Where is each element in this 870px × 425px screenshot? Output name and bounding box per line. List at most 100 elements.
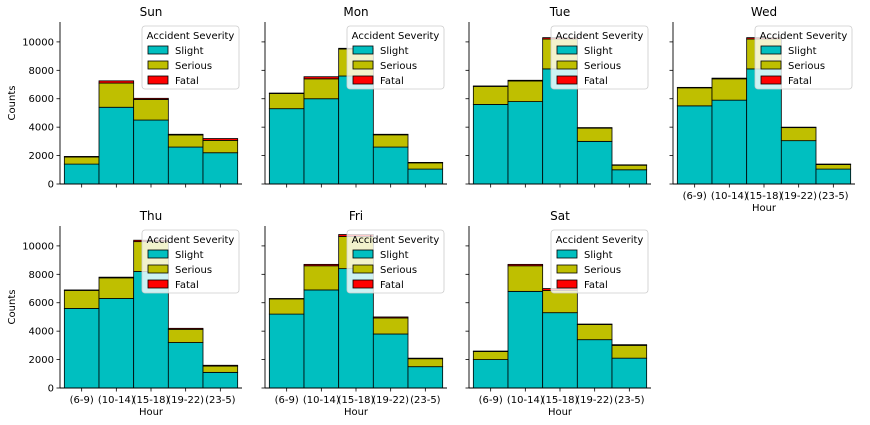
panel-mon: Mon Accident Severity Slight Serious Fatal — [261, 5, 447, 188]
bar-serious-fri-0 — [268, 298, 305, 315]
bar-serious-fri-3 — [372, 317, 409, 335]
bar-slight-mon-4 — [407, 168, 444, 185]
bar-serious-fri-1 — [303, 265, 340, 291]
panel-fri: Fri (6-9) (10-14)(15-18)(19-22) (23-5) Hour A… — [261, 209, 447, 418]
legend-label-slight: Slight — [380, 250, 409, 261]
legend-label-serious: Serious — [788, 61, 825, 72]
legend-swatch-fatal — [147, 75, 169, 85]
legend-label-serious: Serious — [584, 61, 621, 72]
bar-slight-tue-1 — [507, 101, 544, 185]
x-axis-label: Hour — [752, 203, 777, 214]
bar-fatal-sat-4 — [611, 344, 648, 346]
legend-swatch-serious — [760, 60, 782, 70]
bar-slight-mon-3 — [372, 146, 409, 185]
bar-fatal-tue-3 — [576, 127, 613, 129]
bar-fatal-tue-4 — [611, 164, 648, 166]
legend-label-serious: Serious — [380, 61, 417, 72]
bar-serious-mon-4 — [407, 162, 444, 170]
y-tick-label: 10000 — [22, 37, 54, 48]
legend-swatch-fatal — [760, 75, 782, 85]
bar-fatal-wed-3 — [780, 126, 817, 129]
x-tick-label: (6-9) — [479, 395, 503, 406]
x-tick-label: (15-18) — [746, 191, 783, 202]
legend-swatch-serious — [147, 60, 169, 70]
x-tick-label: (10-14) — [98, 395, 135, 406]
legend-swatch-slight — [760, 45, 782, 55]
bar-slight-sat-3 — [576, 339, 613, 389]
x-tick-label: (10-14) — [303, 395, 340, 406]
x-tick-label: (19-22) — [576, 395, 613, 406]
x-tick-label: (10-14) — [507, 395, 544, 406]
bar-slight-mon-2 — [338, 75, 374, 185]
y-axis-label: Counts — [7, 86, 18, 121]
bar-fatal-wed-1 — [711, 77, 748, 80]
bar-serious-fri-4 — [407, 358, 444, 368]
x-tick-label: (6-9) — [275, 395, 299, 406]
bar-fatal-sun-2 — [133, 97, 169, 100]
legend: Accident Severity Slight Serious Fatal — [346, 25, 445, 90]
bar-serious-thu-1 — [98, 277, 135, 299]
x-tick-label: (19-22) — [167, 395, 204, 406]
legend-swatch-fatal — [556, 75, 578, 85]
bar-fatal-fri-4 — [407, 357, 444, 360]
bar-serious-sat-3 — [576, 324, 613, 341]
panel-thu: Thu 0 2000 4000 6000 8000 10000 (6-9) (10-14)(15… — [7, 209, 242, 418]
bar-slight-fri-4 — [407, 366, 444, 389]
bar-serious-tue-0 — [472, 85, 509, 105]
panel-title: Wed — [751, 5, 777, 19]
legend-label-slight: Slight — [175, 46, 204, 57]
x-tick-label: (23-5) — [205, 395, 236, 406]
bar-fatal-wed-4 — [815, 163, 852, 166]
legend-swatch-serious — [352, 60, 374, 70]
legend-label-serious: Serious — [175, 265, 212, 276]
bar-slight-fri-1 — [303, 289, 340, 389]
bar-fatal-wed-0 — [676, 86, 713, 89]
y-tick-label: 4000 — [29, 123, 54, 134]
y-tick-label: 8000 — [29, 270, 54, 281]
legend-swatch-slight — [352, 249, 374, 259]
legend-label-fatal: Fatal — [584, 280, 608, 291]
legend-title: Accident Severity — [760, 31, 848, 42]
panel-title: Fri — [349, 209, 363, 223]
legend-swatch-serious — [147, 264, 169, 274]
bar-fatal-tue-0 — [472, 85, 509, 87]
bar-fatal-thu-0 — [63, 289, 100, 291]
y-tick-label: 0 — [48, 384, 54, 395]
bar-serious-sat-0 — [472, 351, 509, 360]
legend-swatch-slight — [556, 45, 578, 55]
legend-label-fatal: Fatal — [175, 280, 199, 291]
bar-fatal-mon-3 — [372, 133, 409, 136]
bar-fatal-thu-3 — [167, 327, 204, 330]
x-tick-label: (23-5) — [818, 191, 849, 202]
bar-fatal-fri-3 — [372, 316, 409, 319]
bar-slight-sun-0 — [63, 163, 100, 185]
panel-title: Mon — [343, 5, 368, 19]
legend-label-fatal: Fatal — [380, 76, 404, 87]
y-tick-label: 8000 — [29, 66, 54, 77]
legend: Accident Severity Slight Serious Fatal — [754, 25, 853, 90]
bar-fatal-tue-1 — [507, 79, 544, 82]
x-tick-label: (15-18) — [338, 395, 375, 406]
panel-sat: Sat (6-9) (10-14)(15-18)(19-22) (23-5) Hour A… — [465, 209, 651, 418]
x-axis-label: Hour — [548, 407, 573, 418]
bar-slight-sat-2 — [542, 312, 578, 389]
bar-slight-thu-3 — [167, 342, 204, 389]
bar-serious-thu-3 — [167, 328, 204, 343]
panel-sun: Sun 0 2000 4000 6000 8000 10000 Counts Accident … — [7, 5, 242, 191]
bar-serious-sun-3 — [167, 134, 204, 148]
bar-slight-fri-0 — [268, 313, 305, 389]
legend-box — [550, 229, 649, 294]
bar-fatal-thu-4 — [202, 364, 239, 367]
bar-fatal-sun-0 — [63, 156, 100, 158]
bar-fatal-sat-1 — [507, 263, 544, 267]
legend-box — [346, 25, 445, 90]
bar-slight-sun-2 — [133, 119, 169, 185]
bar-serious-thu-4 — [202, 365, 239, 373]
bar-slight-wed-1 — [711, 99, 748, 185]
x-tick-label: (10-14) — [711, 191, 748, 202]
bar-fatal-sun-1 — [98, 80, 135, 84]
legend-title: Accident Severity — [556, 31, 644, 42]
y-tick-label: 4000 — [29, 327, 54, 338]
legend: Accident Severity Slight Serious Fatal — [550, 229, 649, 294]
